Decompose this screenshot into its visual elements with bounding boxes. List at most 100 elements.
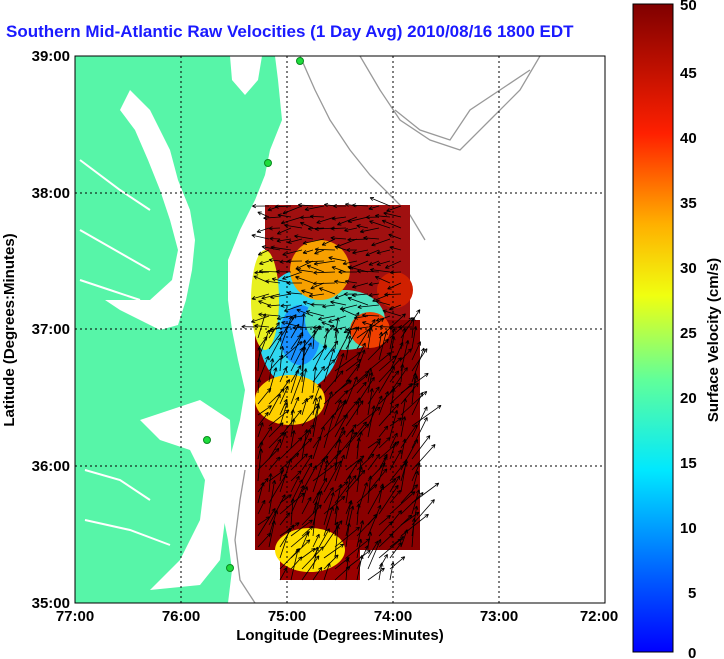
velocity-arrow	[340, 308, 358, 317]
velocity-arrow	[356, 397, 362, 416]
velocity-arrow	[345, 469, 366, 493]
velocity-arrow	[268, 479, 277, 515]
velocity-arrow	[257, 405, 272, 416]
velocity-arrow	[256, 227, 270, 233]
velocity-arrow	[367, 468, 388, 493]
velocity-arrow	[279, 567, 288, 581]
velocity-arrow	[279, 431, 287, 449]
velocity-arrow	[356, 458, 363, 493]
velocity-arrow	[316, 216, 336, 224]
velocity-arrow	[400, 458, 408, 493]
velocity-arrow	[323, 487, 334, 504]
velocity-arrow	[367, 338, 389, 361]
velocity-arrow	[345, 400, 364, 427]
velocity-arrow	[389, 491, 416, 515]
velocity-arrow	[389, 417, 402, 427]
velocity-arrow	[270, 245, 292, 251]
velocity-arrow	[345, 455, 365, 471]
velocity-arrow	[400, 398, 407, 427]
velocity-arrow	[389, 475, 401, 493]
x-tick: 76:00	[162, 608, 200, 625]
velocity-arrow	[368, 292, 380, 298]
velocity-arrow	[388, 233, 402, 240]
velocity-arrow	[257, 482, 265, 504]
velocity-arrow	[268, 520, 276, 548]
x-tick: 72:00	[580, 608, 618, 625]
velocity-arrow	[257, 441, 264, 460]
delaware-bay	[230, 56, 262, 95]
velocity-arrow	[375, 213, 391, 219]
velocity-arrow	[385, 260, 402, 269]
velocity-arrow	[279, 494, 292, 504]
velocity-arrow	[310, 302, 325, 307]
velocity-arrow	[257, 329, 270, 361]
y-axis-ticks: 39:00 38:00 37:00 36:00 35:00	[32, 48, 70, 612]
velocity-arrow	[257, 508, 276, 537]
velocity-arrow	[301, 546, 325, 570]
station-marker	[203, 436, 211, 444]
velocity-arrow	[356, 406, 381, 427]
velocity-arrow	[331, 266, 347, 273]
velocity-arrow	[308, 293, 325, 298]
velocity-arrow	[334, 506, 340, 526]
velocity-arrow	[312, 533, 320, 548]
velocity-arrow	[389, 304, 402, 311]
velocity-arrow	[389, 514, 413, 537]
velocity-arrow	[356, 538, 363, 559]
velocity-arrow	[334, 317, 340, 339]
velocity-arrow	[286, 259, 303, 264]
velocity-arrow	[268, 258, 281, 263]
velocity-arrow	[381, 219, 402, 229]
velocity-arrow	[345, 558, 350, 581]
velocity-arrow	[290, 331, 304, 361]
velocity-arrow	[279, 527, 291, 559]
velocity-arrow	[334, 426, 345, 449]
velocity-arrow	[344, 227, 358, 233]
velocity-arrow	[312, 426, 325, 460]
velocity-arrow	[323, 359, 336, 372]
y-tick: 35:00	[32, 595, 70, 612]
velocity-arrow	[284, 304, 303, 313]
velocity-arrow	[312, 281, 336, 286]
velocity-arrow	[362, 313, 380, 318]
colorbar-tick: 5	[688, 585, 696, 602]
velocity-arrow	[282, 205, 303, 215]
velocity-arrow	[257, 313, 267, 339]
velocity-arrow	[347, 296, 369, 306]
velocity-arrow	[356, 484, 378, 504]
velocity-arrow	[411, 372, 418, 405]
velocity-arrow	[312, 366, 318, 394]
velocity-arrow	[411, 435, 431, 460]
velocity-arrow	[257, 532, 272, 548]
velocity-arrow	[312, 501, 319, 537]
velocity-arrow	[345, 549, 371, 570]
colorbar-tick: 10	[680, 520, 697, 537]
velocity-arrow	[290, 548, 300, 581]
velocity-arrow	[356, 349, 366, 372]
velocity-arrow	[334, 293, 347, 300]
velocity-arrow	[334, 525, 340, 559]
velocity-arrow	[345, 522, 351, 548]
y-axis-label: Latitude (Degrees:Minutes)	[1, 233, 18, 426]
velocity-arrow	[400, 529, 409, 548]
velocity-arrow	[259, 260, 270, 265]
velocity-arrow	[252, 204, 270, 209]
velocity-arrow	[268, 330, 283, 350]
velocity-arrow	[297, 202, 314, 208]
velocity-arrow	[400, 513, 429, 537]
velocity-arrow	[268, 393, 281, 416]
velocity-arrow	[367, 395, 383, 427]
velocity-arrow	[334, 454, 345, 482]
velocity-arrow	[269, 236, 281, 241]
velocity-arrow	[389, 410, 399, 438]
velocity-arrow	[279, 466, 285, 482]
velocity-arrow	[309, 214, 325, 219]
velocity-arrow	[301, 486, 309, 504]
velocity-arrow	[378, 437, 391, 449]
velocity-arrow	[306, 264, 325, 273]
velocity-arrow	[371, 238, 391, 247]
velocity-arrow	[389, 536, 405, 548]
colorbar-tick: 25	[680, 325, 697, 342]
velocity-arrow	[345, 376, 358, 405]
velocity-arrow	[400, 438, 407, 460]
